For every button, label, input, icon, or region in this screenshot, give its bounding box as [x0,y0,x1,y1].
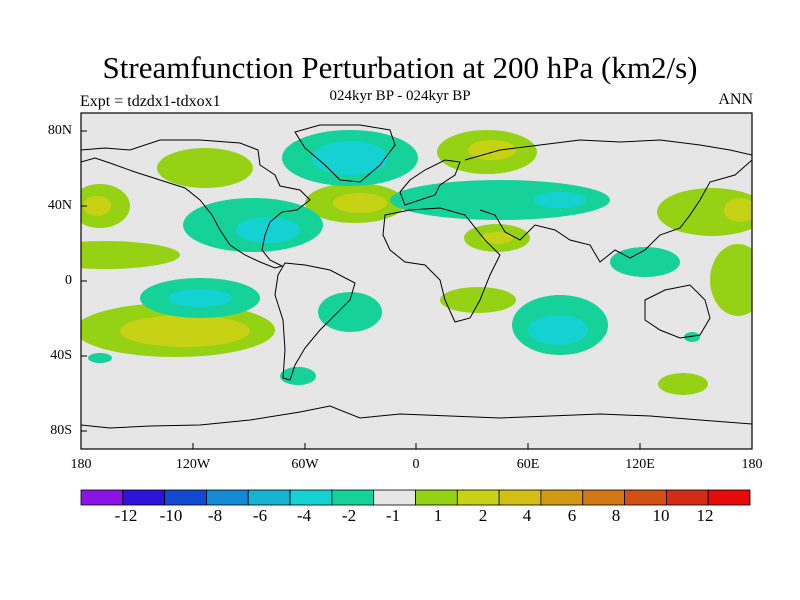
time-range-subtitle: 024kyr BP - 024kyr BP [329,88,471,104]
colorbar-box [80,489,124,506]
colorbar-label: -2 [341,506,357,525]
colorbar-label: -8 [207,506,223,525]
colorbar-label: 4 [522,506,532,525]
colorbar-box [331,489,375,506]
colorbar-label: -6 [252,506,268,525]
colorbar-box [373,489,416,506]
anomaly-nw-pacific [657,188,752,236]
colorbar-box [498,489,542,506]
coastlines [81,124,752,429]
colorbar-box [707,489,751,506]
lat-tick-label: 40N [47,198,72,213]
lat-tick-label: 80N [47,123,72,138]
plot-title: Streamfunction Perturbation at 200 hPa (… [102,50,698,85]
colorbar-label: -4 [296,506,312,525]
lon-tick-label: 120E [625,457,655,472]
colorbar-box [624,489,667,506]
colorbar-box [540,489,584,506]
season-subtitle: ANN [718,91,753,108]
lon-tick-label: 60W [291,457,319,472]
colorbar-box [415,489,458,506]
colorbar-box [665,489,709,506]
colorbar-label: 10 [652,506,670,525]
colorbar-box [164,489,207,506]
anomaly-n-pacific [157,148,253,188]
lon-tick-label: 60E [516,457,540,472]
colorbar-label: -12 [114,506,138,525]
colorbar-box [582,489,625,506]
colorbar [80,489,751,506]
lat-tick-label: 80S [50,423,72,438]
lon-tick-label: 180 [741,457,763,472]
anomaly-s-indian-ocean [658,373,708,395]
colorbar-label: -1 [385,506,401,525]
colorbar-label: 12 [696,506,714,525]
lon-tick-label: 120W [175,457,211,472]
lat-tick-label: 0 [65,273,72,288]
colorbar-label: 6 [567,506,577,525]
colorbar-box [247,489,291,506]
contour-fields [81,130,752,395]
lon-tick-label: 180 [70,457,92,472]
experiment-subtitle: Expt = tdzdx1-tdxox1 [80,93,221,110]
colorbar-label: 8 [611,506,621,525]
anomaly-tropical-e-pacific [81,241,180,269]
africa-coast [382,207,501,323]
anomaly-eurasia-belt [390,180,610,220]
asia-coast [464,139,752,263]
colorbar-box [206,489,249,506]
antarctica-coast [81,405,752,429]
europe-coast [399,159,461,206]
colorbar-label: 1 [433,506,443,525]
axis-ticks [80,130,753,449]
anomaly-s-america-south [280,367,316,385]
anomaly-sw-pacific [710,244,752,316]
colorbar-box [289,489,333,506]
colorbar-box [122,489,166,506]
lat-tick-label: 40S [50,348,72,363]
lon-tick-label: 0 [412,457,420,472]
greenland-coast [294,124,396,183]
anomaly-maritime [610,247,680,277]
colorbar-label: -10 [159,506,183,525]
anomaly-s-atlantic [318,292,382,332]
south-america-coast [274,262,356,381]
anomaly-s-africa [440,287,516,313]
australia-coast [644,284,711,339]
north-america-coast [81,139,311,269]
colorbar-box [456,489,500,506]
colorbar-label: 2 [478,506,488,525]
anomaly-se-pacific-small [88,353,112,363]
anomaly-aus-east [684,332,700,342]
